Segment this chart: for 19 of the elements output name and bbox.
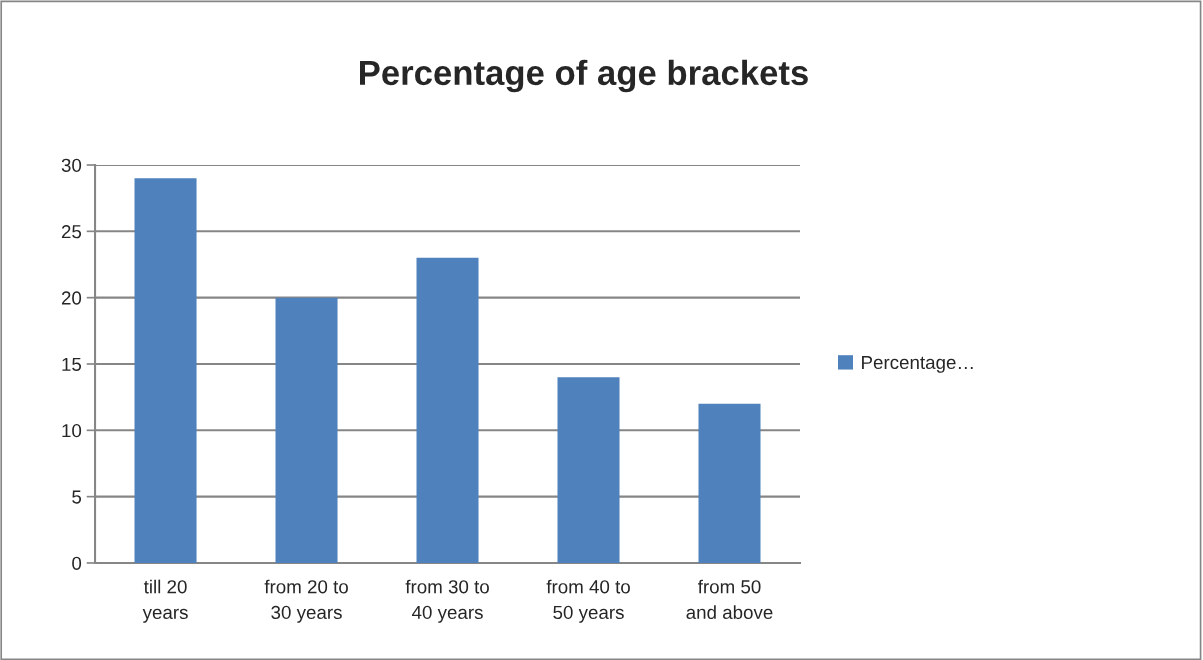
x-tick-label: from 30 to 40 years xyxy=(405,579,489,623)
y-tick-label: 5 xyxy=(72,490,82,504)
legend-label: Percentage… xyxy=(862,355,973,373)
y-tick-label: 25 xyxy=(61,225,82,239)
bar xyxy=(698,403,761,563)
y-tick-label: 15 xyxy=(62,357,82,371)
y-tick-label: 20 xyxy=(61,291,82,305)
x-tick-label: from 50 and above xyxy=(686,579,773,620)
y-tick-label: 30 xyxy=(61,158,82,172)
x-tick-label: from 20 to 30 years xyxy=(264,579,348,623)
y-tick-label: 0 xyxy=(72,556,82,570)
bar xyxy=(557,377,620,563)
bar xyxy=(134,178,197,563)
bar xyxy=(416,257,479,563)
x-tick-label: from 40 to 50 years xyxy=(546,579,630,623)
bar xyxy=(275,297,338,563)
y-tick-label: 10 xyxy=(62,424,82,438)
chart-title: Percentage of age brackets xyxy=(360,59,808,93)
x-tick-label: till 20 years xyxy=(142,579,188,623)
